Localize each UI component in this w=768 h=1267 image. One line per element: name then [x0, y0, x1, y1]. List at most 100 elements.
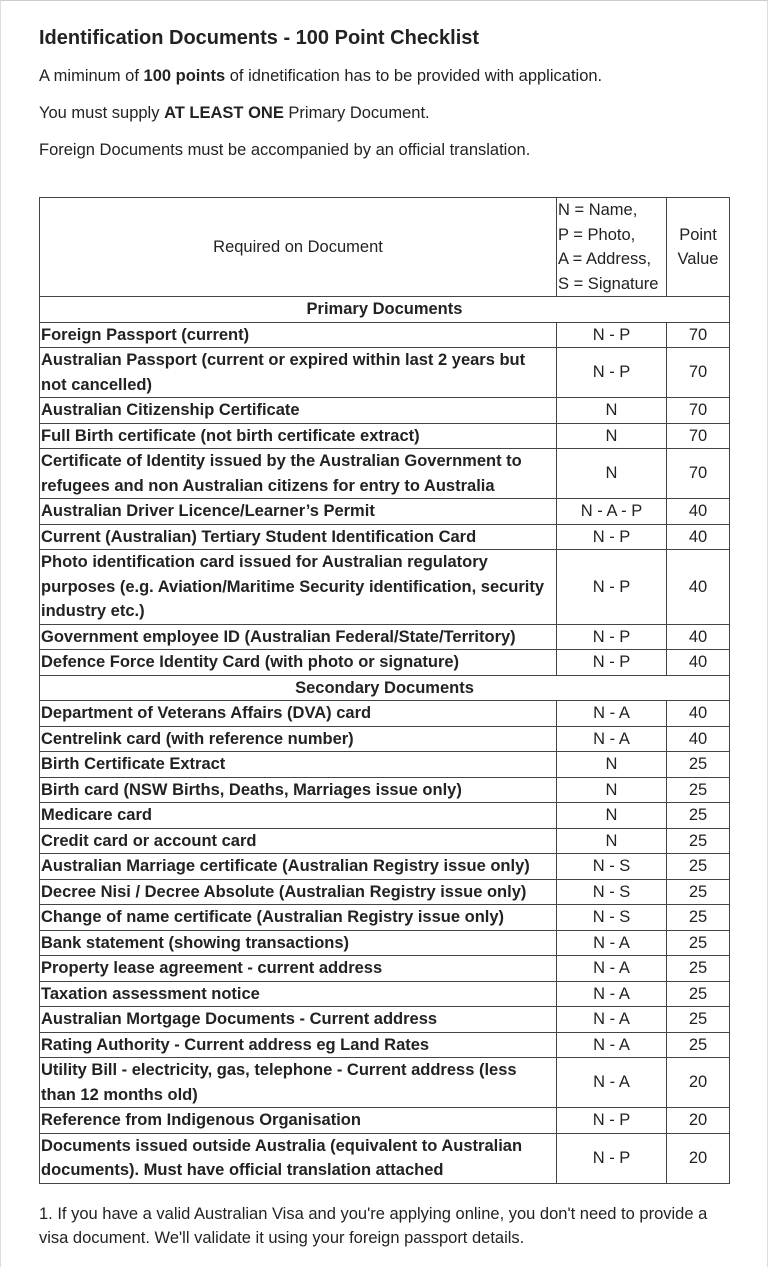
- header-points: Point Value: [666, 197, 730, 297]
- text: Primary Document.: [283, 104, 430, 122]
- document-name: Australian Passport (current or expired …: [39, 347, 557, 398]
- document-row: Reference from Indigenous Organisation N …: [39, 1107, 730, 1134]
- document-points: 40: [666, 623, 730, 650]
- document-code: N - A: [556, 980, 667, 1007]
- document-code: N - A: [556, 1006, 667, 1033]
- document-name: Utility Bill - electricity, gas, telepho…: [39, 1057, 557, 1108]
- document-name: Property lease agreement - current addre…: [39, 955, 557, 982]
- document-row: Current (Australian) Tertiary Student Id…: [39, 523, 730, 550]
- paragraph: Foreign Documents must be accompanied by…: [39, 138, 729, 162]
- document-name: Decree Nisi / Decree Absolute (Australia…: [39, 878, 557, 905]
- document-row: Utility Bill - electricity, gas, telepho…: [39, 1057, 730, 1108]
- header-row: Required on Document N = Name, P = Photo, A…: [39, 197, 730, 297]
- document-row: Australian Marriage certificate (Austral…: [39, 853, 730, 880]
- document-code: N - A: [556, 929, 667, 956]
- document-name: Medicare card: [39, 802, 557, 829]
- document-row: Full Birth certificate (not birth certif…: [39, 422, 730, 449]
- document-row: Government employee ID (Australian Feder…: [39, 623, 730, 650]
- document-points: 20: [666, 1132, 730, 1184]
- document-row: Rating Authority - Current address eg La…: [39, 1031, 730, 1058]
- document-points: 25: [666, 929, 730, 956]
- document-name: Australian Driver Licence/Learner’s Perm…: [39, 498, 557, 525]
- document-code: N: [556, 776, 667, 803]
- document-points: 25: [666, 853, 730, 880]
- section-heading: Primary Documents: [39, 296, 730, 323]
- document-row: Photo identification card issued for Aus…: [39, 549, 730, 625]
- document-points: 70: [666, 397, 730, 424]
- text: You must supply: [39, 104, 165, 122]
- document-row: Certificate of Identity issued by the Au…: [39, 448, 730, 499]
- document-name: Full Birth certificate (not birth certif…: [39, 422, 557, 449]
- document-name: Reference from Indigenous Organisation: [39, 1107, 557, 1134]
- document-points: 25: [666, 980, 730, 1007]
- document-code: N - A: [556, 725, 667, 752]
- document-name: Credit card or account card: [39, 827, 557, 854]
- document-code: N - P: [556, 649, 667, 676]
- paragraph: You must supply AT LEAST ONE Primary Doc…: [39, 101, 729, 125]
- document-row: Defence Force Identity Card (with photo …: [39, 649, 730, 676]
- document-code: N - S: [556, 853, 667, 880]
- document-name: Change of name certificate (Australian R…: [39, 904, 557, 931]
- document-code: N: [556, 802, 667, 829]
- header-code: N = Name, P = Photo, A = Address, S = Signa…: [556, 197, 667, 297]
- document-name: Taxation assessment notice: [39, 980, 557, 1007]
- document-row: Australian Passport (current or expired …: [39, 347, 730, 398]
- document-code: N - P: [556, 549, 667, 625]
- document-code: N - P: [556, 1107, 667, 1134]
- document-code: N: [556, 827, 667, 854]
- document-name: Rating Authority - Current address eg La…: [39, 1031, 557, 1058]
- text: Foreign Documents must be accompanied by…: [39, 141, 531, 159]
- document-points: 25: [666, 1006, 730, 1033]
- document-name: Government employee ID (Australian Feder…: [39, 623, 557, 650]
- document-row: Documents issued outside Australia (equi…: [39, 1132, 730, 1184]
- document-code: N - P: [556, 623, 667, 650]
- paragraph: A miminum of 100 points of idnetificatio…: [39, 64, 729, 88]
- document-points: 40: [666, 549, 730, 625]
- document-name: Defence Force Identity Card (with photo …: [39, 649, 557, 676]
- document-row: Birth card (NSW Births, Deaths, Marriage…: [39, 776, 730, 803]
- text: A miminum of: [39, 67, 144, 85]
- document-points: 25: [666, 1031, 730, 1058]
- document-points: 70: [666, 347, 730, 398]
- document-code: N - P: [556, 1132, 667, 1184]
- document-code: N - A - P: [556, 498, 667, 525]
- document-name: Birth card (NSW Births, Deaths, Marriage…: [39, 776, 557, 803]
- document-code: N - A: [556, 1031, 667, 1058]
- document-points: 25: [666, 776, 730, 803]
- document-code: N - A: [556, 955, 667, 982]
- section-heading: Secondary Documents: [39, 674, 730, 701]
- document-code: N - P: [556, 347, 667, 398]
- document-row: Australian Driver Licence/Learner’s Perm…: [39, 498, 730, 525]
- title: Identification Documents - 100 Point Che…: [39, 27, 480, 49]
- document-name: Department of Veterans Affairs (DVA) car…: [39, 700, 557, 727]
- document-points: 20: [666, 1107, 730, 1134]
- document-code: N - P: [556, 321, 667, 348]
- header-document: Required on Document: [39, 197, 557, 297]
- document-name: Birth Certificate Extract: [39, 751, 557, 778]
- document-points: 70: [666, 448, 730, 499]
- document-name: Foreign Passport (current): [39, 321, 557, 348]
- document-points: 70: [666, 422, 730, 449]
- code-legend-line: P = Photo,: [558, 225, 636, 244]
- document-points: 25: [666, 802, 730, 829]
- document-code: N: [556, 751, 667, 778]
- document-name: Australian Mortgage Documents - Current …: [39, 1006, 557, 1033]
- document-points: 25: [666, 878, 730, 905]
- document-points: 40: [666, 700, 730, 727]
- text: of idnetification has to be provided wit…: [225, 67, 603, 85]
- document-name: Centrelink card (with reference number): [39, 725, 557, 752]
- document-points: 40: [666, 649, 730, 676]
- document-row: Taxation assessment notice N - A 25: [39, 980, 730, 1007]
- section-row: Primary Documents: [39, 296, 730, 323]
- document-name: Certificate of Identity issued by the Au…: [39, 448, 557, 499]
- document-code: N - A: [556, 1057, 667, 1108]
- code-legend-line: A = Address,: [558, 250, 652, 268]
- document-code: N - S: [556, 904, 667, 931]
- document-name: Australian Marriage certificate (Austral…: [39, 853, 557, 880]
- document-row: Australian Mortgage Documents - Current …: [39, 1006, 730, 1033]
- document-row: Bank statement (showing transactions) N -…: [39, 929, 730, 956]
- document-name: Photo identification card issued for Aus…: [39, 549, 557, 625]
- document-name: Bank statement (showing transactions): [39, 929, 557, 956]
